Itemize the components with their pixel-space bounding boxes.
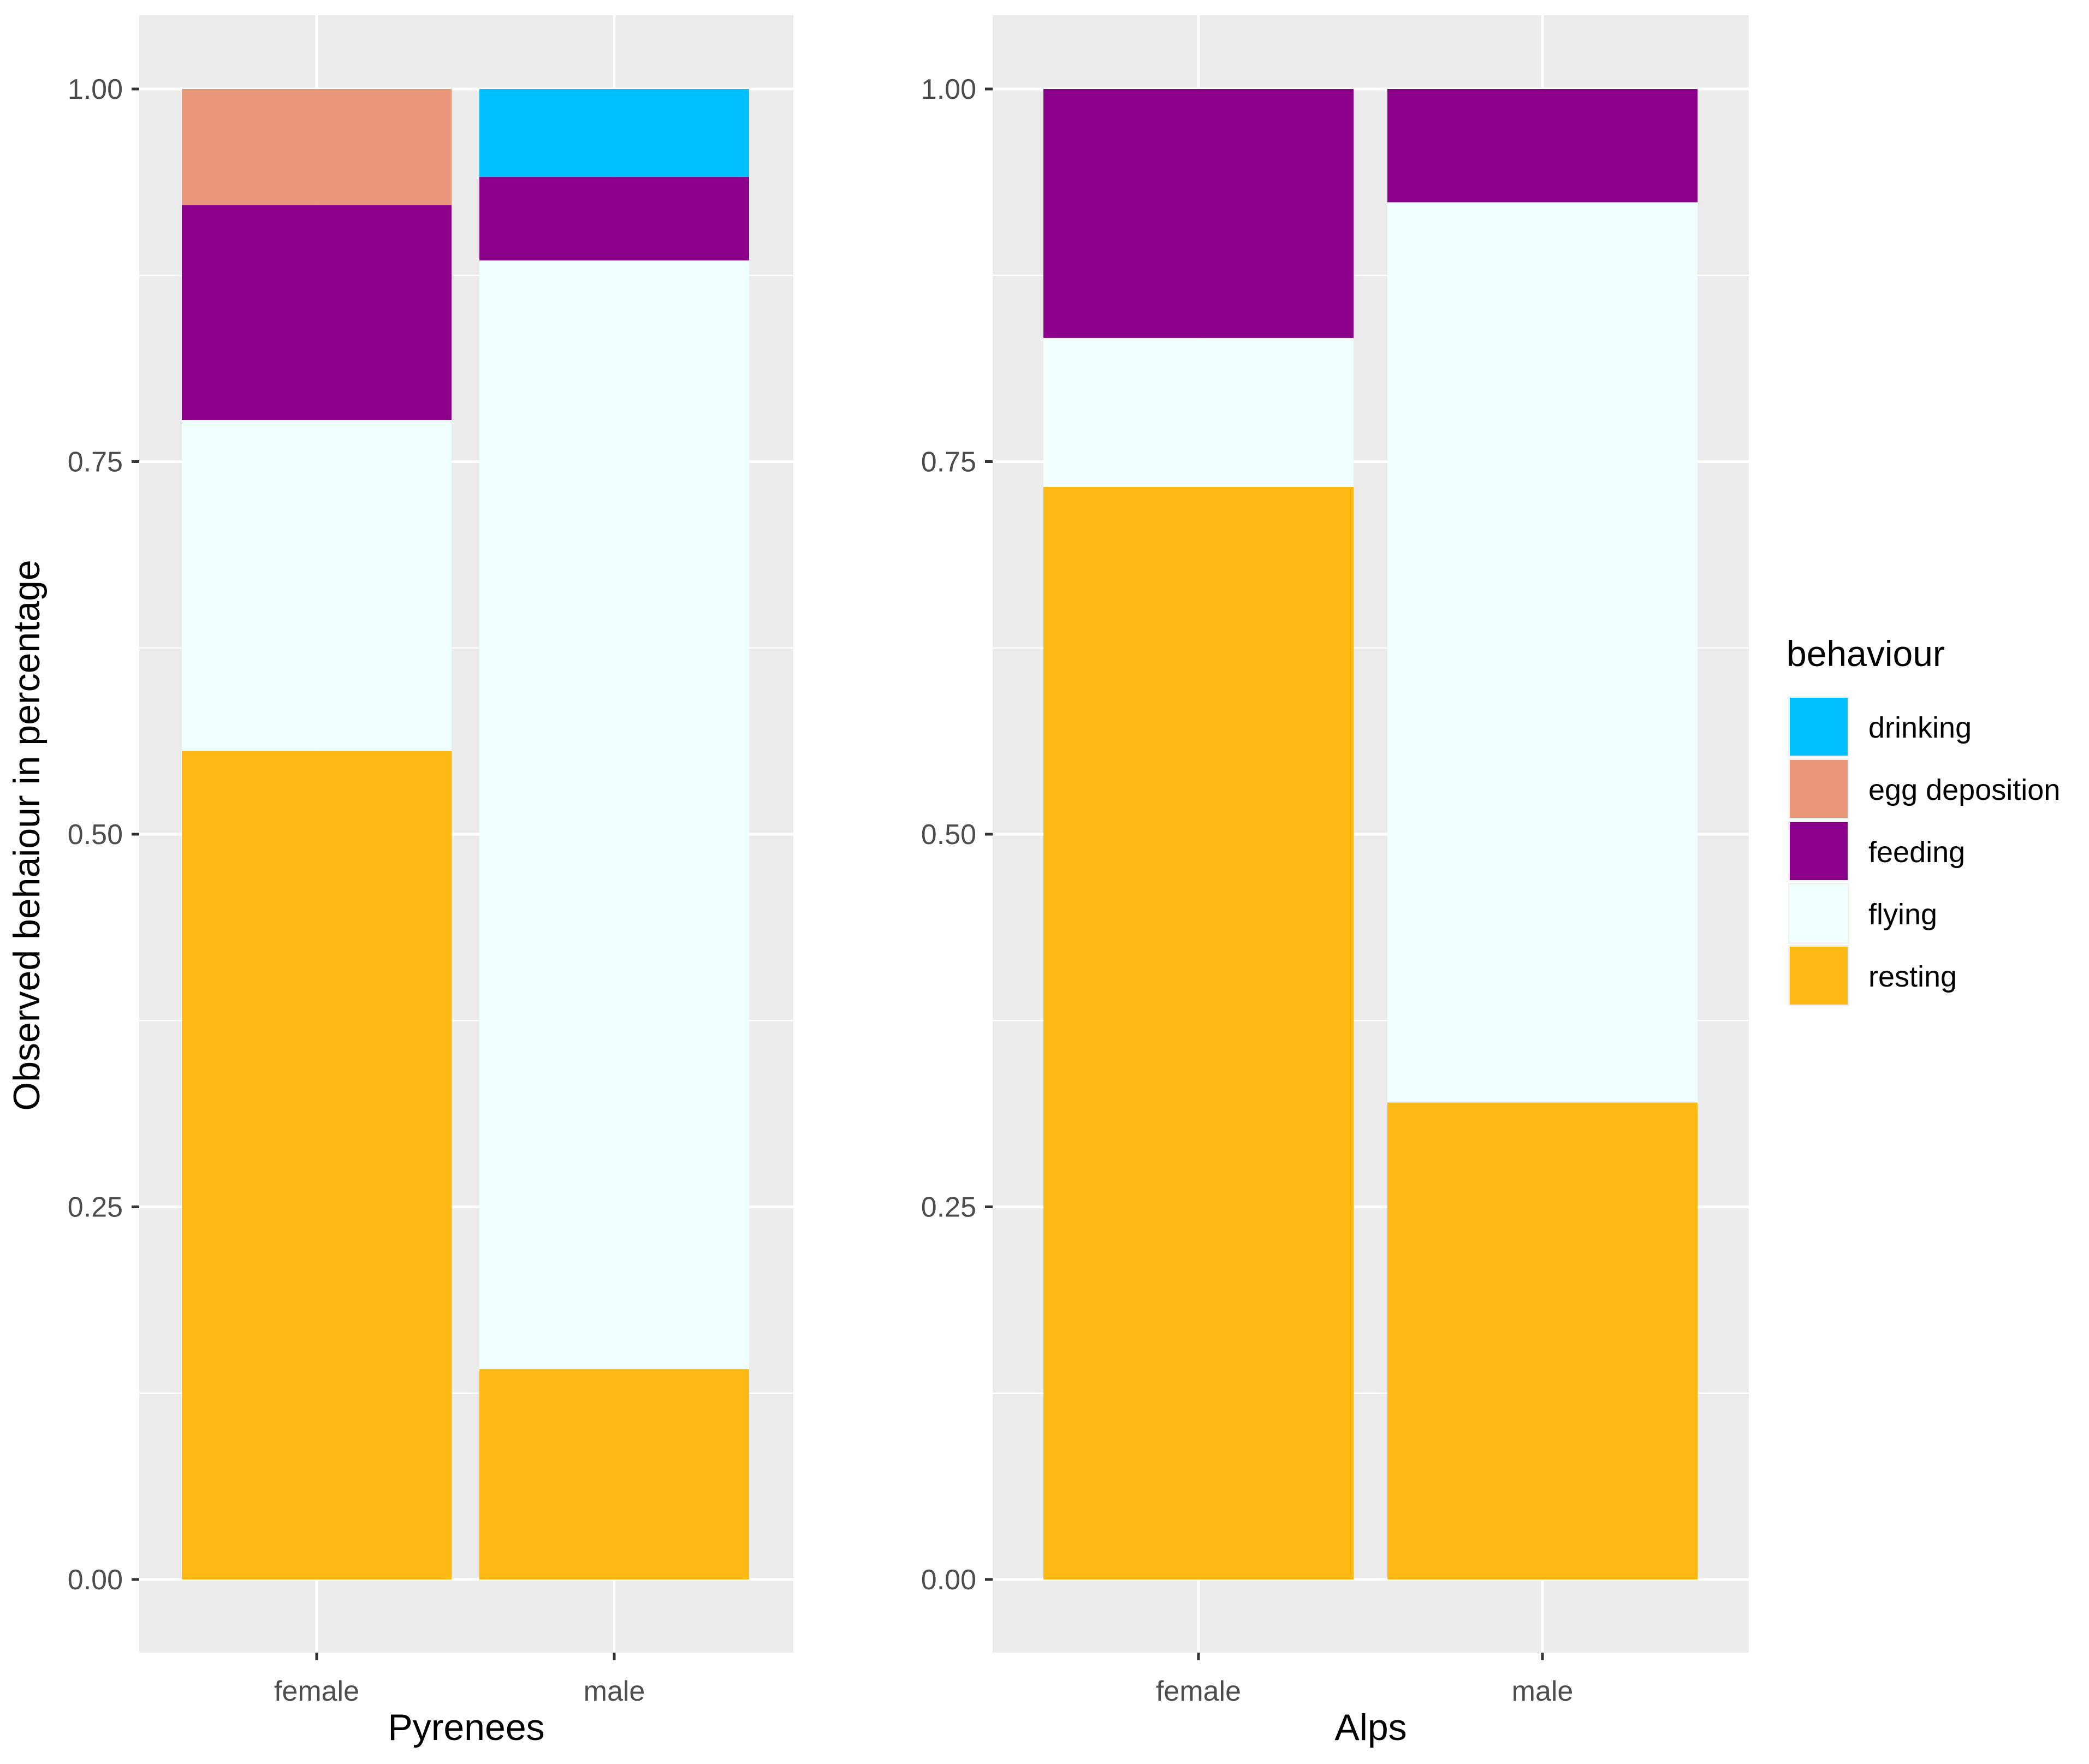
legend-label-resting: resting	[1868, 960, 1957, 993]
bar-male-resting	[1387, 1102, 1698, 1579]
x-axis-title-alps: Alps	[1334, 1707, 1406, 1748]
bar-female-flying	[1043, 337, 1354, 487]
legend-label-feeding: feeding	[1868, 836, 1965, 869]
y-tick-label: 0.00	[68, 1564, 123, 1596]
x-axis-title-pyrenees: Pyrenees	[388, 1707, 544, 1748]
legend-key-feeding	[1790, 822, 1848, 880]
legend-key-resting	[1790, 947, 1848, 1005]
y-tick-label: 0.50	[68, 819, 123, 851]
bar-male-drinking	[479, 89, 749, 177]
bar-female-egg-deposition	[182, 89, 452, 205]
y-tick-label: 0.75	[921, 447, 976, 478]
y-tick-label: 1.00	[68, 74, 123, 105]
bar-male-feeding	[1387, 89, 1698, 203]
bar-female-resting	[1043, 486, 1354, 1580]
panel-pyrenees: 0.00 0.25 0.50 0.75 1.00 female male Pyrenees	[68, 15, 793, 1748]
x-tick-label-male: male	[1512, 1676, 1574, 1707]
x-tick-label-female: female	[1156, 1676, 1241, 1707]
legend-key-egg-deposition	[1790, 760, 1848, 818]
x-tick-label-female: female	[274, 1676, 359, 1707]
y-tick-label: 1.00	[921, 74, 976, 105]
bar-female-flying	[182, 420, 452, 751]
y-tick-label: 0.25	[68, 1192, 123, 1223]
bar-female-resting	[182, 751, 452, 1579]
y-tick-label: 0.25	[921, 1192, 976, 1223]
bar-female-feeding	[182, 205, 452, 420]
legend-label-flying: flying	[1868, 898, 1937, 931]
bar-female-feeding	[1043, 89, 1354, 338]
y-tick-label: 0.75	[68, 447, 123, 478]
bar-male-resting	[479, 1369, 749, 1579]
legend-label-drinking: drinking	[1868, 711, 1972, 744]
y-tick-label: 0.50	[921, 819, 976, 851]
legend-key-drinking	[1790, 698, 1848, 756]
bar-male-flying	[1387, 202, 1698, 1103]
bar-male-feeding	[479, 177, 749, 260]
legend-key-flying	[1790, 884, 1848, 942]
legend-label-egg-deposition: egg deposition	[1868, 774, 2060, 806]
panel-alps: 0.00 0.25 0.50 0.75 1.00 female male Alps	[921, 15, 1749, 1748]
y-axis-title: Observed behaiour in percentage	[6, 560, 48, 1110]
legend-title: behaviour	[1787, 633, 1945, 674]
legend: behaviour drinking egg deposition feeding f…	[1787, 633, 2060, 1006]
bar-male-flying	[479, 260, 749, 1370]
x-tick-label-male: male	[584, 1676, 645, 1707]
y-tick-label: 0.00	[921, 1564, 976, 1596]
